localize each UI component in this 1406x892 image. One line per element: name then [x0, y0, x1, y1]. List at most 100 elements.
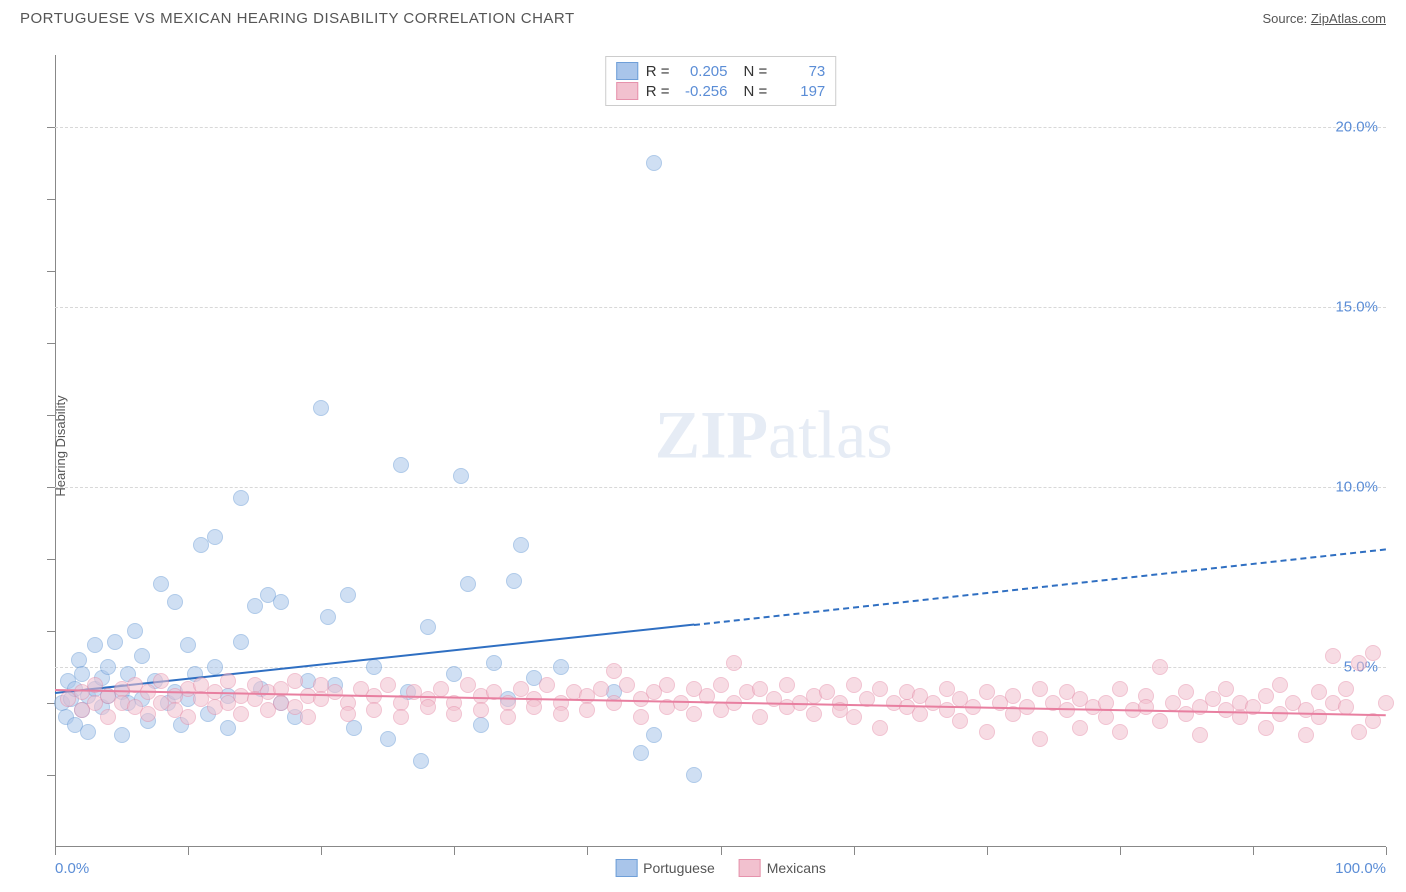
x-tick-label-max: 100.0%	[1335, 860, 1386, 877]
scatter-point	[606, 695, 622, 711]
scatter-point	[1258, 720, 1274, 736]
scatter-chart: ZIPatlas R =0.205N =73R =-0.256N =197 0.…	[55, 55, 1386, 847]
y-tick	[47, 199, 55, 200]
x-tick	[188, 847, 189, 855]
scatter-point	[87, 637, 103, 653]
scatter-point	[380, 731, 396, 747]
scatter-point	[1098, 709, 1114, 725]
scatter-point	[273, 594, 289, 610]
x-tick	[587, 847, 588, 855]
stats-legend-box: R =0.205N =73R =-0.256N =197	[605, 56, 837, 106]
gridline	[55, 127, 1386, 128]
scatter-point	[134, 648, 150, 664]
scatter-point	[420, 699, 436, 715]
scatter-point	[380, 677, 396, 693]
stats-r-label: R =	[646, 83, 670, 100]
scatter-point	[619, 677, 635, 693]
scatter-point	[1338, 681, 1354, 697]
stats-r-label: R =	[646, 63, 670, 80]
x-tick	[454, 847, 455, 855]
scatter-point	[140, 706, 156, 722]
scatter-point	[846, 677, 862, 693]
scatter-point	[300, 709, 316, 725]
scatter-point	[153, 673, 169, 689]
scatter-point	[553, 706, 569, 722]
bottom-legend: Portuguese Mexicans	[615, 859, 826, 877]
scatter-point	[779, 677, 795, 693]
scatter-point	[420, 619, 436, 635]
scatter-point	[633, 745, 649, 761]
scatter-point	[473, 717, 489, 733]
scatter-point	[872, 681, 888, 697]
scatter-point	[1351, 655, 1367, 671]
scatter-point	[606, 663, 622, 679]
scatter-point	[207, 659, 223, 675]
y-tick	[47, 127, 55, 128]
y-tick	[47, 559, 55, 560]
scatter-point	[1218, 681, 1234, 697]
scatter-point	[180, 709, 196, 725]
stats-n-label: N =	[744, 63, 768, 80]
scatter-point	[80, 724, 96, 740]
scatter-point	[180, 637, 196, 653]
x-tick	[1120, 847, 1121, 855]
scatter-point	[752, 709, 768, 725]
y-tick	[47, 631, 55, 632]
scatter-point	[1258, 688, 1274, 704]
legend-label: Mexicans	[767, 860, 826, 876]
scatter-point	[979, 724, 995, 740]
scatter-point	[153, 576, 169, 592]
scatter-point	[846, 709, 862, 725]
scatter-point	[646, 155, 662, 171]
gridline	[55, 487, 1386, 488]
scatter-point	[1072, 720, 1088, 736]
scatter-point	[486, 655, 502, 671]
y-tick	[47, 343, 55, 344]
x-tick	[1253, 847, 1254, 855]
scatter-point	[393, 457, 409, 473]
scatter-point	[1351, 724, 1367, 740]
x-tick	[987, 847, 988, 855]
scatter-point	[340, 587, 356, 603]
scatter-point	[500, 709, 516, 725]
scatter-point	[107, 634, 123, 650]
scatter-point	[1112, 681, 1128, 697]
scatter-point	[433, 681, 449, 697]
legend-label: Portuguese	[643, 860, 715, 876]
scatter-point	[553, 659, 569, 675]
scatter-point	[233, 706, 249, 722]
scatter-point	[366, 702, 382, 718]
scatter-point	[114, 727, 130, 743]
scatter-point	[1272, 677, 1288, 693]
scatter-point	[633, 709, 649, 725]
x-tick-label-min: 0.0%	[55, 860, 89, 877]
scatter-point	[1325, 648, 1341, 664]
scatter-point	[220, 673, 236, 689]
stats-row: R =0.205N =73	[616, 61, 826, 81]
source-attribution: Source: ZipAtlas.com	[1262, 11, 1386, 26]
scatter-point	[1311, 709, 1327, 725]
scatter-point	[1112, 724, 1128, 740]
scatter-point	[526, 699, 542, 715]
scatter-point	[1178, 684, 1194, 700]
scatter-point	[952, 713, 968, 729]
legend-item: Mexicans	[739, 859, 826, 877]
scatter-point	[446, 706, 462, 722]
stats-n-label: N =	[744, 83, 768, 100]
scatter-point	[220, 720, 236, 736]
scatter-point	[313, 400, 329, 416]
gridline	[55, 667, 1386, 668]
scatter-point	[1032, 681, 1048, 697]
legend-swatch	[739, 859, 761, 877]
scatter-point	[233, 634, 249, 650]
source-link[interactable]: ZipAtlas.com	[1311, 11, 1386, 26]
scatter-point	[473, 702, 489, 718]
stats-row: R =-0.256N =197	[616, 81, 826, 101]
scatter-point	[247, 598, 263, 614]
scatter-point	[539, 677, 555, 693]
scatter-point	[1138, 699, 1154, 715]
scatter-point	[1378, 695, 1394, 711]
scatter-point	[579, 702, 595, 718]
scatter-point	[127, 623, 143, 639]
scatter-point	[207, 529, 223, 545]
